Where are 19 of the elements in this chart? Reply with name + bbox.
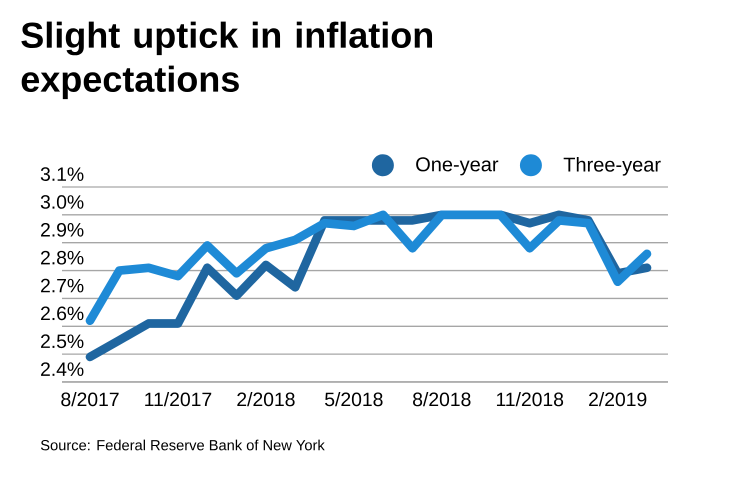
x-tick-label: 11/2018 xyxy=(496,392,564,406)
x-tick-label: 5/2018 xyxy=(325,392,383,406)
chart-title: Slight uptick in inflation expectations xyxy=(21,22,432,100)
legend-label: One-year xyxy=(416,157,498,176)
x-tick-label: 2/2019 xyxy=(589,392,646,406)
y-tick-label: 2.8% xyxy=(41,250,84,265)
y-tick-label: 2.7% xyxy=(41,278,84,292)
y-tick-label: 3.1% xyxy=(40,167,84,181)
x-tick-label: 2/2018 xyxy=(237,392,295,406)
x-tick-label: 11/2017 xyxy=(145,392,212,406)
y-tick-label: 3.0% xyxy=(40,195,84,209)
x-tick-label: 8/2018 xyxy=(413,392,470,406)
x-tick-label: 8/2017 xyxy=(61,392,119,406)
y-tick-label: 2.6% xyxy=(41,306,84,320)
y-tick-label: 2.9% xyxy=(41,222,84,237)
legend-label: Three-year xyxy=(564,157,661,176)
source-note: Source: Federal Reserve Bank of New York xyxy=(40,440,325,450)
y-tick-label: 2.5% xyxy=(41,334,84,348)
y-tick-label: 2.4% xyxy=(41,362,84,376)
